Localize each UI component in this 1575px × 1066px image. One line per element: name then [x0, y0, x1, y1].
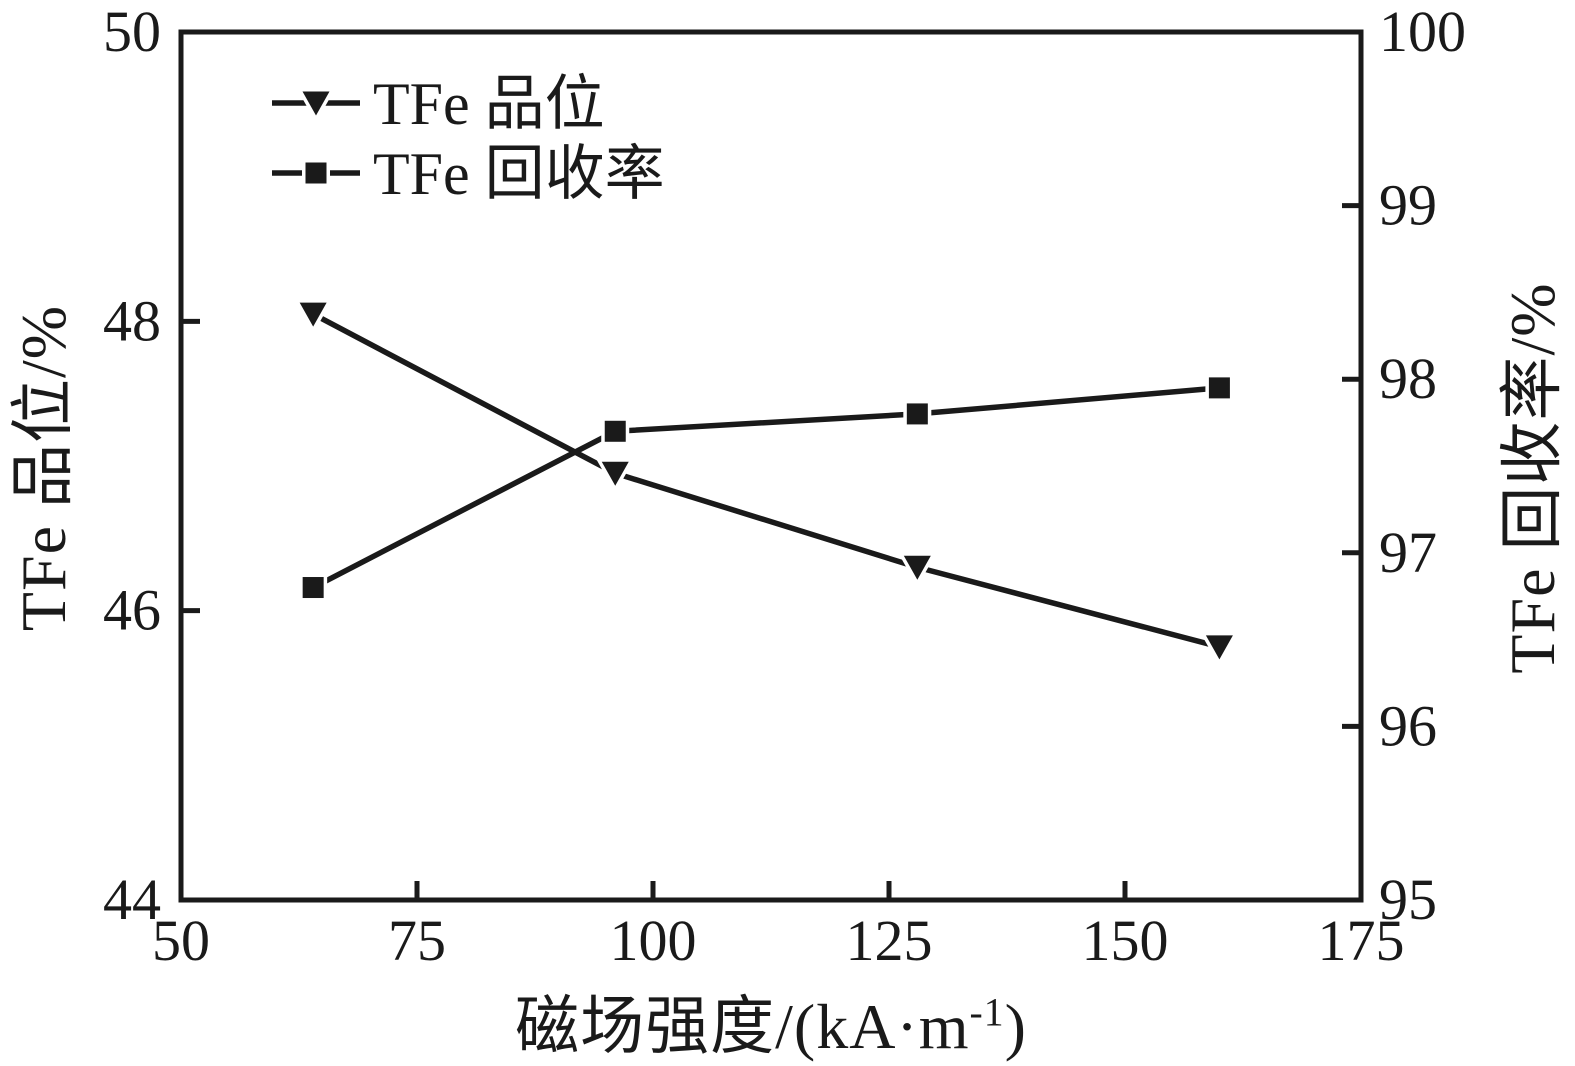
data-point-grade — [1199, 631, 1239, 667]
x-tick-label: 75 — [388, 908, 446, 973]
x-axis-title-exponent: -1 — [969, 990, 1005, 1035]
series-line-grade — [311, 311, 1221, 650]
right-tick-label: 96 — [1379, 693, 1437, 758]
series-line-recovery — [311, 385, 1220, 590]
right-tick-label: 100 — [1379, 0, 1466, 64]
data-point-grade — [897, 552, 937, 587]
left-tick-label: 44 — [103, 867, 161, 932]
left-axis-title: TFe 品位/% — [8, 304, 79, 632]
data-point-recovery — [1205, 373, 1234, 402]
x-tick-label: 125 — [846, 908, 933, 973]
data-point-recovery — [903, 399, 932, 428]
right-tick-label: 97 — [1379, 520, 1437, 585]
legend-marker-triangle-down — [296, 88, 336, 123]
x-tick-label: 50 — [152, 908, 210, 973]
data-point-recovery — [299, 573, 328, 602]
data-point-grade — [595, 458, 635, 493]
right-tick-label: 95 — [1379, 867, 1437, 932]
plot-frame — [178, 29, 1364, 903]
data-point-recovery — [601, 417, 630, 446]
legend-marker-square — [302, 159, 330, 187]
x-tick-label: 150 — [1082, 908, 1169, 973]
left-tick-label: 48 — [103, 288, 161, 353]
left-tick-label: 46 — [103, 578, 161, 643]
legend-label: TFe 回收率 — [373, 141, 665, 207]
left-tick-label: 50 — [103, 0, 161, 64]
x-axis-title-suffix: ) — [1004, 991, 1027, 1062]
x-tick-label: 175 — [1318, 908, 1405, 973]
right-tick-label: 99 — [1379, 173, 1437, 238]
right-tick-label: 98 — [1379, 346, 1437, 411]
x-axis-title: 磁场强度/(kA·m-1) — [515, 975, 1027, 1066]
right-axis-title: TFe 回收率/% — [1497, 282, 1568, 674]
data-point-grade — [293, 299, 333, 334]
legend-label: TFe 品位 — [373, 71, 605, 137]
x-tick-label: 100 — [610, 908, 697, 973]
x-axis-title-text: 磁场强度/(kA·m — [515, 991, 970, 1062]
